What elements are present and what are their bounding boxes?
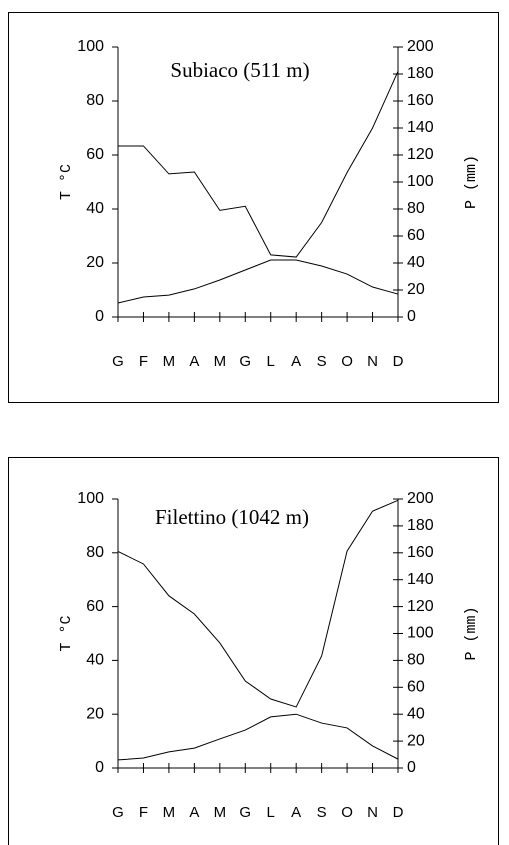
x-tick-label: M <box>163 804 176 821</box>
y-tick-label: 100 <box>77 490 104 507</box>
y-tick-label: 20 <box>86 705 104 722</box>
y-tick-label: 60 <box>86 598 104 615</box>
y-axis-label: T °C <box>58 615 75 651</box>
x-tick-label: S <box>317 353 327 370</box>
y2-tick-label: 140 <box>407 119 434 136</box>
y2-tick-label: 160 <box>407 544 434 561</box>
frame <box>8 457 499 845</box>
chart-title: Filettino (1042 m) <box>155 505 309 529</box>
y2-tick-label: 60 <box>407 679 425 696</box>
y2-tick-label: 100 <box>407 173 434 190</box>
y-tick-label: 0 <box>95 759 104 776</box>
x-tick-label: A <box>189 804 199 821</box>
x-tick-label: L <box>267 353 275 370</box>
x-tick-label: F <box>139 353 148 370</box>
y2-tick-label: 120 <box>407 598 434 615</box>
y-tick-label: 0 <box>95 308 104 325</box>
x-tick-label: F <box>139 804 148 821</box>
x-tick-label: S <box>317 804 327 821</box>
y2-tick-label: 100 <box>407 625 434 642</box>
series-line <box>117 259 399 304</box>
series-line <box>117 499 399 708</box>
y2-tick-label: 160 <box>407 92 434 109</box>
x-tick-label: A <box>291 353 301 370</box>
x-tick-label: O <box>341 804 353 821</box>
x-tick-label: D <box>393 353 404 370</box>
x-tick-label: G <box>239 804 251 821</box>
x-tick-label: M <box>214 353 227 370</box>
y2-tick-label: 180 <box>407 65 434 82</box>
y2-tick-label: 0 <box>407 308 416 325</box>
y2-tick-label: 0 <box>407 759 416 776</box>
y-tick-label: 80 <box>86 544 104 561</box>
y-axis-label: T °C <box>58 164 75 200</box>
x-tick-label: A <box>291 804 301 821</box>
y-tick-label: 100 <box>77 38 104 55</box>
chart-title: Subiaco (511 m) <box>170 58 309 82</box>
series-line <box>117 713 399 761</box>
y-tick-label: 40 <box>86 200 104 217</box>
y-tick-label: 40 <box>86 652 104 669</box>
y2-tick-label: 120 <box>407 146 434 163</box>
x-tick-label: M <box>163 353 176 370</box>
x-tick-label: G <box>112 353 124 370</box>
y2-tick-label: 200 <box>407 490 434 507</box>
x-tick-label: O <box>341 353 353 370</box>
x-tick-label: G <box>239 353 251 370</box>
x-tick-label: M <box>214 804 227 821</box>
series-line <box>118 71 399 258</box>
y2-tick-label: 40 <box>407 705 425 722</box>
y2-axis-label: P (mm) <box>463 606 480 660</box>
x-tick-label: L <box>267 804 275 821</box>
y2-tick-label: 140 <box>407 571 434 588</box>
y2-tick-label: 20 <box>407 732 425 749</box>
y-tick-label: 80 <box>86 92 104 109</box>
x-tick-label: D <box>393 804 404 821</box>
y2-axis-label: P (mm) <box>463 155 480 209</box>
x-tick-label: N <box>367 804 378 821</box>
y2-tick-label: 60 <box>407 227 425 244</box>
y2-tick-label: 180 <box>407 517 434 534</box>
y2-tick-label: 40 <box>407 254 425 271</box>
frame <box>8 12 499 403</box>
x-tick-label: N <box>367 353 378 370</box>
y2-tick-label: 20 <box>407 281 425 298</box>
y2-tick-label: 200 <box>407 38 434 55</box>
x-tick-label: G <box>112 804 124 821</box>
y2-tick-label: 80 <box>407 652 425 669</box>
y2-tick-label: 80 <box>407 200 425 217</box>
y-tick-label: 20 <box>86 254 104 271</box>
x-tick-label: A <box>189 353 199 370</box>
y-tick-label: 60 <box>86 146 104 163</box>
